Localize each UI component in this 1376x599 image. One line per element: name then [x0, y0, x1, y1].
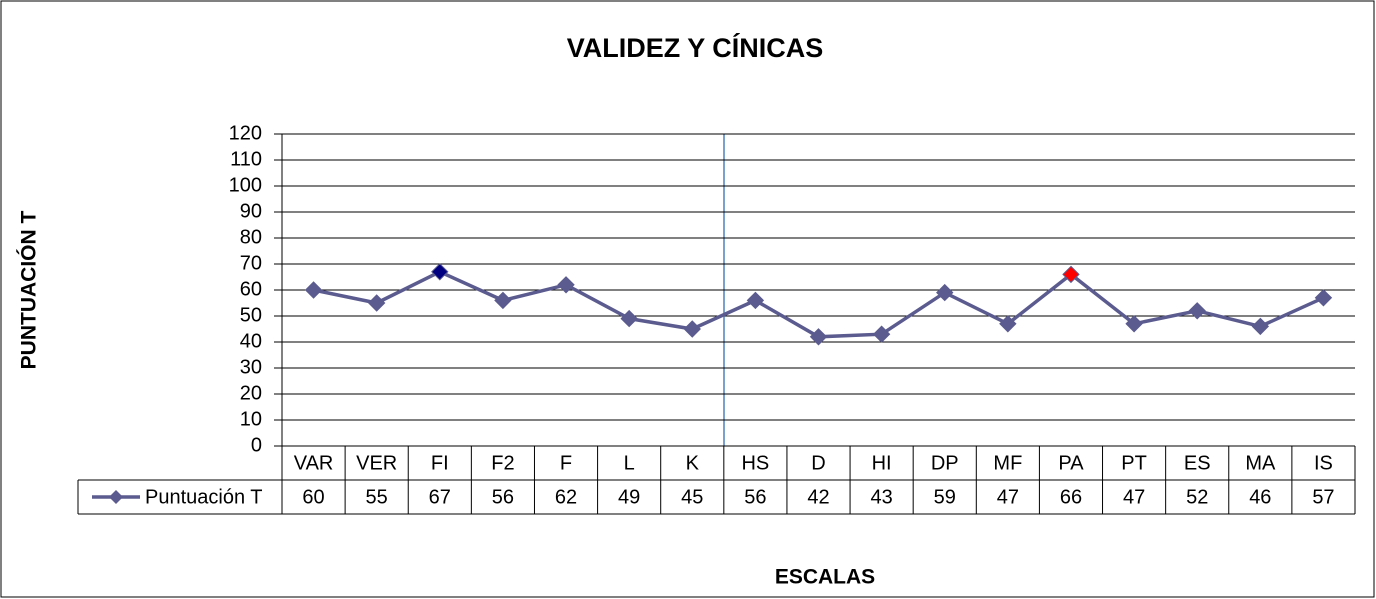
table-value: 49 [618, 486, 640, 508]
table-value: 57 [1312, 486, 1334, 508]
y-tick-label: 60 [240, 278, 262, 300]
y-tick-label: 50 [240, 304, 262, 326]
marker [367, 294, 386, 312]
x-axis-label: ESCALAS [775, 566, 875, 589]
table-value: 46 [1249, 486, 1271, 508]
x-tick-label: PT [1121, 452, 1147, 474]
y-tick-label: 0 [251, 434, 262, 456]
table-value: 45 [681, 486, 703, 508]
marker [1314, 289, 1333, 307]
x-tick-label: D [811, 452, 825, 474]
marker [304, 281, 323, 299]
x-tick-label: HS [741, 452, 769, 474]
y-axis-label: PUNTUACIÓN T [17, 211, 41, 370]
table-value: 62 [555, 486, 577, 508]
marker [620, 309, 638, 328]
y-tick-label: 30 [240, 356, 262, 378]
table-value: 66 [1060, 486, 1082, 508]
x-tick-label: VER [356, 452, 397, 474]
y-tick-label: 100 [229, 174, 262, 196]
marker [1125, 315, 1143, 333]
x-tick-label: MF [993, 452, 1022, 474]
table-value: 42 [807, 486, 829, 508]
marker [1251, 317, 1270, 336]
x-tick-label: VAR [294, 452, 334, 474]
x-tick-label: FI [431, 452, 449, 474]
marker [936, 283, 954, 302]
table-value: 43 [870, 486, 892, 508]
x-tick-label: IS [1314, 452, 1333, 474]
y-tick-label: 80 [240, 226, 262, 248]
chart-title: VALIDEZ Y CÍNICAS [567, 32, 824, 63]
y-tick-label: 90 [240, 200, 262, 222]
y-tick-label: 70 [240, 252, 262, 274]
marker [683, 320, 701, 338]
y-tick-label: 120 [229, 122, 262, 144]
marker [746, 291, 765, 310]
x-tick-label: F [560, 452, 572, 474]
marker [557, 276, 575, 294]
marker [431, 263, 449, 281]
table-value: 67 [429, 486, 451, 508]
x-tick-label: MA [1245, 452, 1276, 474]
x-tick-label: L [624, 452, 635, 474]
y-tick-label: 10 [240, 408, 262, 430]
marker [1062, 265, 1080, 284]
marker [872, 325, 891, 343]
x-tick-label: K [686, 452, 700, 474]
y-tick-label: 20 [240, 382, 262, 404]
y-tick-label: 110 [230, 148, 262, 170]
legend-marker [109, 490, 123, 504]
y-tick-label: 40 [240, 330, 262, 352]
legend-label: Puntuación T [145, 486, 263, 508]
marker [999, 315, 1017, 333]
table-value: 47 [1123, 486, 1145, 508]
x-tick-label: ES [1184, 452, 1211, 474]
marker [494, 291, 512, 310]
marker [1188, 302, 1206, 320]
x-tick-label: HI [872, 452, 892, 474]
marker [809, 328, 828, 346]
x-tick-label: F2 [491, 452, 514, 474]
table-value: 59 [934, 486, 956, 508]
table-value: 47 [997, 486, 1019, 508]
x-tick-label: PA [1058, 452, 1084, 474]
table-value: 55 [366, 486, 388, 508]
x-tick-label: DP [931, 452, 959, 474]
table-value: 56 [744, 486, 766, 508]
table-value: 52 [1186, 486, 1208, 508]
table-value: 60 [302, 486, 324, 508]
table-value: 56 [492, 486, 514, 508]
